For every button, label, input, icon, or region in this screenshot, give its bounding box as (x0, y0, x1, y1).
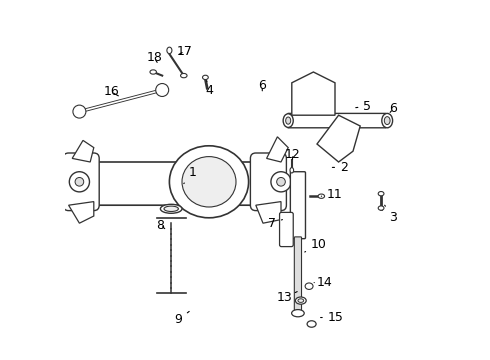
Circle shape (75, 177, 84, 186)
Ellipse shape (318, 194, 324, 198)
Polygon shape (256, 202, 281, 223)
Polygon shape (317, 115, 360, 162)
Text: 7: 7 (268, 217, 282, 230)
Ellipse shape (283, 114, 293, 127)
Text: 15: 15 (320, 311, 343, 324)
Polygon shape (285, 113, 389, 128)
Text: 16: 16 (103, 85, 119, 98)
Text: 17: 17 (176, 45, 193, 58)
Ellipse shape (298, 299, 304, 302)
FancyBboxPatch shape (250, 153, 286, 211)
Ellipse shape (167, 47, 172, 54)
Text: 2: 2 (332, 161, 348, 174)
FancyBboxPatch shape (280, 212, 293, 247)
Ellipse shape (160, 204, 182, 213)
Text: 13: 13 (277, 291, 297, 304)
Text: 18: 18 (147, 51, 162, 64)
Circle shape (271, 172, 291, 192)
Text: 14: 14 (314, 276, 333, 289)
Text: 8: 8 (156, 219, 165, 231)
Ellipse shape (164, 206, 178, 211)
Circle shape (156, 84, 169, 96)
Polygon shape (69, 202, 94, 223)
Circle shape (277, 177, 285, 186)
Ellipse shape (286, 117, 291, 124)
Ellipse shape (182, 157, 236, 207)
Ellipse shape (180, 73, 187, 78)
Text: 11: 11 (321, 188, 343, 201)
Ellipse shape (290, 168, 294, 173)
Ellipse shape (202, 75, 208, 80)
Text: 6: 6 (390, 102, 397, 115)
Text: 5: 5 (356, 100, 371, 113)
FancyBboxPatch shape (63, 153, 99, 211)
Text: 10: 10 (305, 238, 327, 252)
FancyBboxPatch shape (294, 237, 301, 310)
Polygon shape (267, 137, 288, 162)
Ellipse shape (382, 113, 392, 128)
Ellipse shape (307, 321, 316, 327)
FancyBboxPatch shape (291, 172, 305, 239)
Text: 12: 12 (285, 148, 300, 161)
Ellipse shape (170, 146, 248, 218)
Ellipse shape (384, 117, 390, 125)
Ellipse shape (292, 310, 304, 317)
Text: 1: 1 (184, 166, 197, 184)
Circle shape (73, 105, 86, 118)
FancyBboxPatch shape (72, 162, 267, 205)
Ellipse shape (378, 192, 384, 196)
Ellipse shape (150, 70, 156, 74)
Polygon shape (72, 140, 94, 162)
Ellipse shape (378, 206, 384, 210)
Text: 9: 9 (174, 311, 189, 326)
Text: 3: 3 (385, 205, 397, 224)
Ellipse shape (295, 297, 306, 304)
Ellipse shape (305, 283, 313, 289)
Polygon shape (292, 72, 335, 115)
Text: 4: 4 (205, 81, 213, 97)
Text: 6: 6 (258, 79, 266, 92)
Circle shape (69, 172, 90, 192)
